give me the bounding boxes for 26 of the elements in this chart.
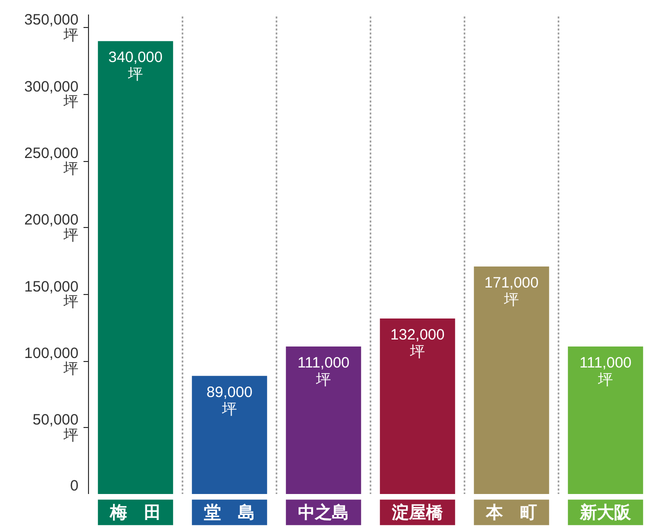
y-tick-label: 350,000 坪 [24, 12, 79, 44]
x-tick-label: 新大阪 [579, 503, 632, 522]
x-tick-label: 堂 島 [203, 503, 255, 522]
data-label: 132,000 坪 [390, 326, 445, 360]
x-tick-label: 本 町 [485, 503, 537, 522]
bar [380, 318, 456, 494]
bar [568, 346, 644, 494]
bar [192, 376, 268, 494]
x-tick-label: 中之島 [298, 503, 349, 522]
data-label: 171,000 坪 [484, 274, 539, 308]
x-tick-label: 淀屋橋 [391, 503, 444, 522]
y-tick-label: 250,000 坪 [24, 145, 79, 178]
bar [286, 346, 362, 494]
y-tick-label: 100,000 坪 [24, 345, 79, 378]
y-tick-label: 200,000 坪 [24, 212, 79, 244]
bar [474, 266, 550, 494]
x-tick-label: 梅 田 [109, 503, 161, 522]
y-tick-label: 150,000 坪 [24, 278, 79, 311]
data-label: 89,000 坪 [206, 384, 252, 418]
data-label: 111,000 坪 [298, 354, 350, 388]
y-tick-label: 50,000 坪 [32, 412, 79, 444]
bar [98, 41, 174, 494]
y-tick-label: 300,000 坪 [24, 78, 79, 111]
data-label: 111,000 坪 [580, 354, 632, 388]
y-tick-label: 0 [70, 478, 78, 494]
data-label: 340,000 坪 [108, 49, 163, 84]
